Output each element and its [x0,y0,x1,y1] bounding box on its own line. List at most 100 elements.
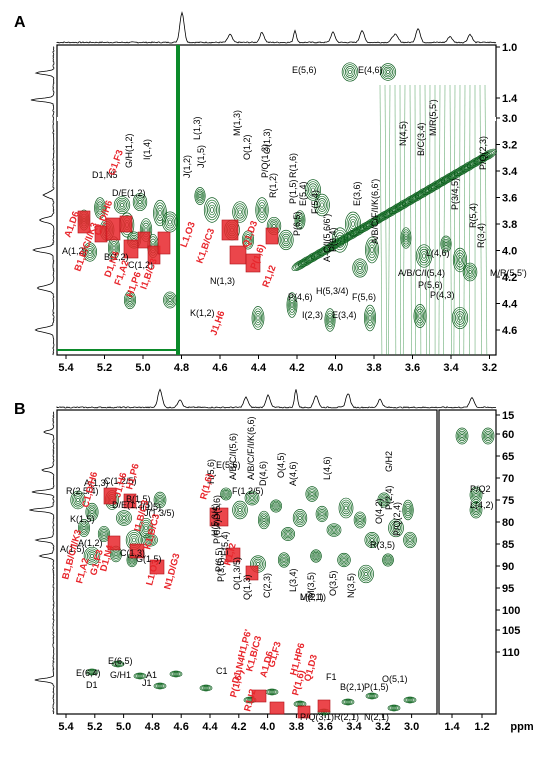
contour-ring [210,207,214,213]
panel-b-peak-label: F(1,2/5) [232,486,264,496]
panel-b-peak-label: P(1,5) [364,682,389,692]
panel-b-cross-peak [315,505,329,523]
contour-ring [272,501,280,511]
panel-a-diagonal-peak [480,148,497,161]
panel-a-peak-label: O(1,3) [262,128,272,154]
contour-ring [71,492,85,508]
contour-ring [359,566,373,582]
contour-ring [83,546,101,566]
contour-ring [397,199,411,210]
panel-a-peak-label: O(1,2) [242,134,252,160]
contour-ring [346,214,360,234]
contour-ring [294,510,306,526]
contour-ring [284,237,288,243]
contour-ring [462,161,476,172]
contour-ring [341,698,355,706]
contour-ring [138,199,142,205]
contour-ring [392,524,400,532]
contour-ring [268,690,276,694]
contour-ring [296,214,304,226]
contour-ring [365,533,379,547]
contour-ring [132,192,148,212]
panel-a-x-tick-label: 3.4 [443,362,459,374]
panel-a-t1-noise [463,84,466,356]
contour-ring [113,661,123,667]
contour-ring [163,213,177,231]
contour-ring [165,215,175,229]
contour-ring [418,313,422,319]
panel-a-y-tick-label: 1.4 [502,93,518,105]
panel-b-top-projection [56,388,497,409]
contour-ring [244,234,252,246]
contour-ring [247,493,257,503]
panel-b-red-box [317,699,331,713]
panel-a-y-tick-label: 3.2 [502,140,517,152]
panel-b-y-tick-label: 105 [502,625,520,637]
contour-ring [116,510,132,526]
panel-a-red-box [123,239,139,259]
contour-ring [85,548,99,564]
contour-ring [289,299,295,311]
contour-ring [404,235,408,241]
contour-ring [290,302,294,308]
contour-ring [284,531,292,537]
contour-ring [233,203,247,221]
contour-ring [310,492,314,496]
contour-ring [79,520,89,536]
contour-ring [317,198,327,212]
panel-a-peak-label: R(3,4) [476,223,486,248]
panel-a-peak-label: N(1,3) [210,276,235,286]
panel-b-peak-label: O(5,1) [382,674,408,684]
panel-a-t1-noise [459,84,461,356]
contour-ring [144,227,148,233]
contour-ring [474,493,478,497]
panel-b-cross-peak [377,492,391,508]
contour-ring [97,525,111,543]
panel-b-frame-main [56,409,438,715]
contour-ring [90,509,94,515]
contour-ring [157,496,163,504]
panel-a-x-tick-label: 5.2 [97,362,112,374]
panel-b-cross-peak [326,523,342,537]
panel-a-peak-label: P(5,6) [418,280,443,290]
contour-ring [451,306,469,330]
contour-ring [296,702,304,706]
contour-ring [259,204,265,216]
contour-ring [241,230,255,250]
panel-b-peak-label: J(1,3/5) [144,508,175,518]
panel-b-red-box [149,559,165,575]
contour-ring [256,199,268,221]
contour-ring [325,310,335,330]
contour-ring [485,432,491,440]
panel-b-x-tick-label: 3.6 [318,721,333,733]
contour-ring [327,315,333,325]
contour-ring [390,203,405,213]
panel-a-t1-noise [453,84,456,356]
panel-a-y-tick-label: 4.6 [502,325,517,337]
panel-a-peak-label: P(1,5) [288,179,298,204]
contour-ring [365,236,379,264]
panel-b-anomeric-peak [265,688,279,696]
panel-a-peak-label: A/B/C/F/I/K(6,6') [370,179,380,244]
panel-b-cross-peak [97,525,111,543]
contour-ring [88,670,96,674]
contour-ring [98,205,102,211]
contour-ring [81,524,87,532]
contour-ring [420,251,428,261]
contour-ring [166,217,174,227]
contour-ring [456,313,464,323]
contour-ring [222,490,230,498]
contour-ring [386,558,390,562]
panel-b-peak-label: N(2,1) [364,712,389,722]
contour-ring [198,193,202,199]
contour-ring [156,494,164,506]
contour-ring [261,516,267,524]
contour-ring [367,312,373,324]
contour-ring [349,218,357,230]
contour-ring [311,550,321,562]
contour-ring [288,297,296,313]
contour-ring [452,247,468,273]
contour-ring [80,522,88,534]
panel-a-peak-label: P(4,6) [288,292,313,302]
contour-ring [401,229,411,247]
